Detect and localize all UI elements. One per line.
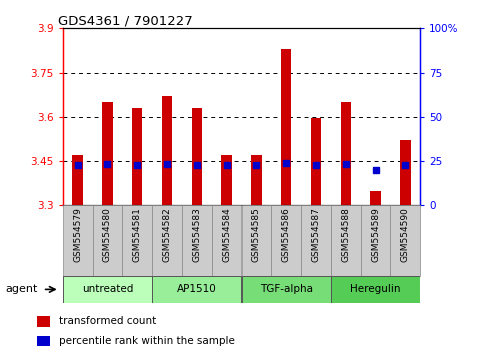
Text: GSM554586: GSM554586 — [282, 207, 291, 262]
Text: GSM554579: GSM554579 — [73, 207, 82, 262]
Text: AP1510: AP1510 — [177, 284, 217, 295]
Bar — [132, 108, 142, 205]
Bar — [400, 141, 411, 205]
Bar — [311, 118, 321, 205]
Bar — [192, 108, 202, 205]
Text: GSM554580: GSM554580 — [103, 207, 112, 262]
Bar — [242, 276, 331, 303]
Text: transformed count: transformed count — [59, 316, 156, 326]
Bar — [102, 102, 113, 205]
Bar — [390, 205, 420, 276]
Bar — [331, 276, 420, 303]
Text: GSM554590: GSM554590 — [401, 207, 410, 262]
Text: GSM554581: GSM554581 — [133, 207, 142, 262]
Text: GSM554582: GSM554582 — [163, 207, 171, 262]
Text: GSM554584: GSM554584 — [222, 207, 231, 262]
Bar — [162, 96, 172, 205]
Text: Heregulin: Heregulin — [350, 284, 401, 295]
Text: GSM554588: GSM554588 — [341, 207, 350, 262]
Text: GSM554583: GSM554583 — [192, 207, 201, 262]
Text: percentile rank within the sample: percentile rank within the sample — [59, 336, 235, 346]
Text: GDS4361 / 7901227: GDS4361 / 7901227 — [58, 14, 193, 27]
Bar — [152, 205, 182, 276]
Bar — [72, 155, 83, 205]
Bar — [122, 205, 152, 276]
Bar — [63, 205, 93, 276]
Bar — [271, 205, 301, 276]
Text: GSM554585: GSM554585 — [252, 207, 261, 262]
Bar — [93, 205, 122, 276]
Text: GSM554589: GSM554589 — [371, 207, 380, 262]
Bar — [221, 155, 232, 205]
Bar — [37, 316, 50, 327]
Bar — [251, 155, 262, 205]
Text: TGF-alpha: TGF-alpha — [260, 284, 313, 295]
Text: agent: agent — [5, 284, 37, 295]
Bar — [341, 102, 351, 205]
Text: untreated: untreated — [82, 284, 133, 295]
Bar — [370, 190, 381, 205]
Text: GSM554587: GSM554587 — [312, 207, 320, 262]
Bar — [361, 205, 390, 276]
Bar — [212, 205, 242, 276]
Bar — [63, 276, 152, 303]
Bar — [331, 205, 361, 276]
Bar — [301, 205, 331, 276]
Bar — [182, 205, 212, 276]
Bar — [152, 276, 242, 303]
Bar — [37, 336, 50, 346]
Bar — [281, 49, 291, 205]
Bar — [242, 205, 271, 276]
